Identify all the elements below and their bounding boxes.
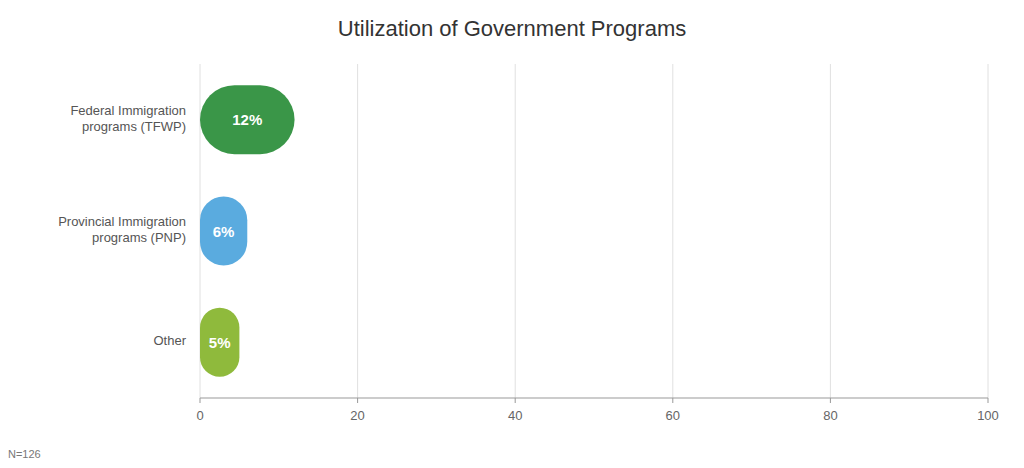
tick-mark [357, 398, 358, 403]
grid-line [515, 64, 516, 398]
x-axis: 0 20 40 60 80 100 [196, 398, 998, 423]
data-label: 6% [213, 223, 235, 240]
grid-line [988, 64, 989, 398]
category-label: Provincial Immigrationprograms (PNP) [58, 214, 186, 245]
bar [200, 85, 295, 154]
bar [200, 196, 247, 265]
chart-svg: Utilization of Government Programs 0 20 40 6… [0, 0, 1024, 468]
tick-mark [988, 398, 989, 403]
tick-mark [515, 398, 516, 403]
tick-label: 0 [196, 408, 203, 423]
data-label: 12% [232, 111, 262, 128]
tick-label: 60 [666, 408, 680, 423]
grid [200, 64, 988, 398]
tick-label: 100 [977, 408, 999, 423]
grid-line [830, 64, 831, 398]
tick-mark [830, 398, 831, 403]
grid-line [357, 64, 358, 398]
bars [200, 85, 295, 377]
category-label: Other [153, 334, 186, 349]
tick-mark [672, 398, 673, 403]
annotation: N=126 [8, 448, 41, 460]
chart-container: Utilization of Government Programs 0 20 40 6… [0, 0, 1024, 468]
axis-line [200, 398, 988, 399]
category-label: Federal Immigrationprograms (TFWP) [70, 103, 186, 134]
tick-mark [200, 398, 201, 403]
data-label: 5% [209, 334, 231, 351]
y-axis: Federal Immigrationprograms (TFWP) Provin… [58, 103, 187, 349]
bar [200, 308, 239, 377]
grid-line [672, 64, 673, 398]
tick-label: 40 [508, 408, 522, 423]
data-labels: 12% 6% 5% [209, 111, 262, 351]
tick-label: 80 [823, 408, 837, 423]
tick-label: 20 [350, 408, 364, 423]
title: Utilization of Government Programs [338, 16, 686, 41]
